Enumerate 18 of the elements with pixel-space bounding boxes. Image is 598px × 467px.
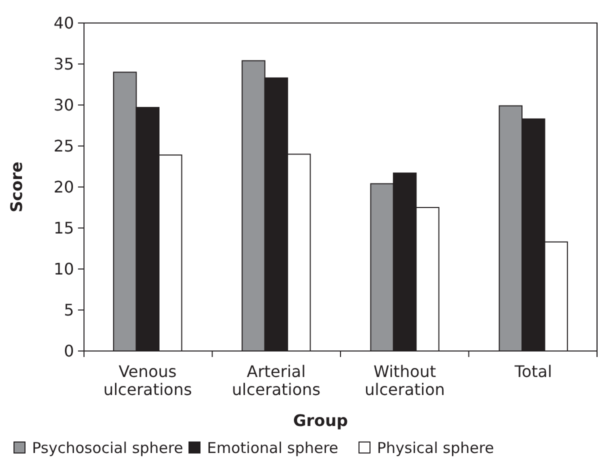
y-tick-label: 5 [64,300,74,320]
x-tick-label: Without ulceration [364,362,445,399]
y-tick-label: 15 [54,218,74,238]
legend-label: Psychosocial sphere [32,439,184,457]
legend-label: Emotional sphere [207,439,338,457]
y-tick-label: 30 [54,96,74,115]
y-tick-label: 0 [64,342,74,361]
y-tick-label: 10 [54,260,74,279]
x-tick-label: Arterial ulcerations [232,362,321,399]
y-tick-label: 25 [54,136,74,156]
x-tick-label: Total [514,362,552,381]
x-axis-title: Group [293,411,348,430]
x-tick-label: Venous ulcerations [103,362,192,399]
y-tick-label: 40 [54,14,74,33]
y-axis-title: Score [7,161,26,212]
legend-label: Physical sphere [377,439,494,457]
y-tick-label: 35 [54,54,74,74]
y-tick-label: 20 [54,178,74,197]
